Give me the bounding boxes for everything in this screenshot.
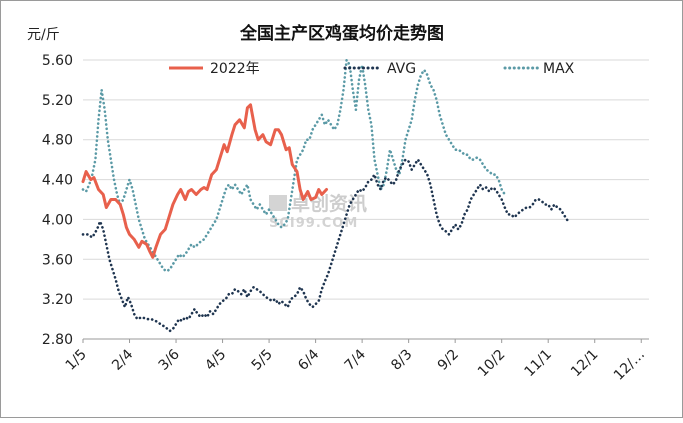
y-tick-label: 3.60 — [42, 252, 73, 268]
x-tick-label: 6/4 — [295, 346, 322, 373]
y-axis-unit-label: 元/斤 — [27, 27, 60, 43]
x-tick-label: 12/… — [611, 347, 648, 384]
series-line-avg — [81, 158, 570, 333]
y-tick-label: 5.60 — [42, 53, 73, 69]
x-tick-label: 11/1 — [521, 347, 555, 381]
series-line-2022 — [81, 103, 328, 259]
legend-label-max: MAX — [543, 61, 575, 77]
legend-item-2022: 2022年 — [169, 61, 260, 77]
y-tick-label: 5.20 — [42, 93, 73, 109]
legend-item-max: MAX — [503, 61, 575, 77]
x-tick-label: 9/2 — [435, 347, 462, 374]
x-tick-label: 8/3 — [388, 347, 415, 374]
chart-title: 全国主产区鸡蛋均价走势图 — [239, 23, 444, 44]
x-tick-label: 12/1 — [568, 347, 602, 381]
gridlines — [83, 59, 649, 340]
x-tick-label: 10/2 — [475, 347, 509, 381]
series-group — [81, 58, 570, 333]
y-tick-label: 3.20 — [42, 292, 73, 308]
x-tick-label: 5/5 — [249, 347, 276, 374]
x-tick-label: 1/5 — [63, 347, 90, 374]
legend-label-avg: AVG — [387, 61, 416, 77]
legend: 2022年 AVG MAX — [169, 61, 575, 77]
x-axis-ticks: 1/5 2/4 3/6 4/5 5/5 6/4 7/4 8/3 9/2 10/2 11/1 12/1 1… — [63, 339, 648, 384]
x-tick-label: 4/5 — [202, 347, 229, 374]
legend-item-avg: AVG — [343, 61, 416, 77]
y-tick-label: 4.40 — [42, 173, 73, 189]
y-tick-label: 4.00 — [42, 212, 73, 228]
watermark-logo-icon — [269, 195, 287, 211]
x-tick-label: 7/4 — [342, 346, 369, 373]
watermark-subtext: SCI99.COM — [269, 216, 358, 231]
y-axis-ticks: 2.80 3.20 3.60 4.00 4.40 4.80 5.20 5.60 — [42, 53, 73, 348]
y-tick-label: 4.80 — [42, 133, 73, 149]
x-tick-label: 2/4 — [109, 346, 136, 373]
x-tick-label: 3/6 — [156, 346, 183, 373]
y-tick-label: 2.80 — [42, 332, 73, 348]
legend-label-2022: 2022年 — [210, 61, 260, 77]
